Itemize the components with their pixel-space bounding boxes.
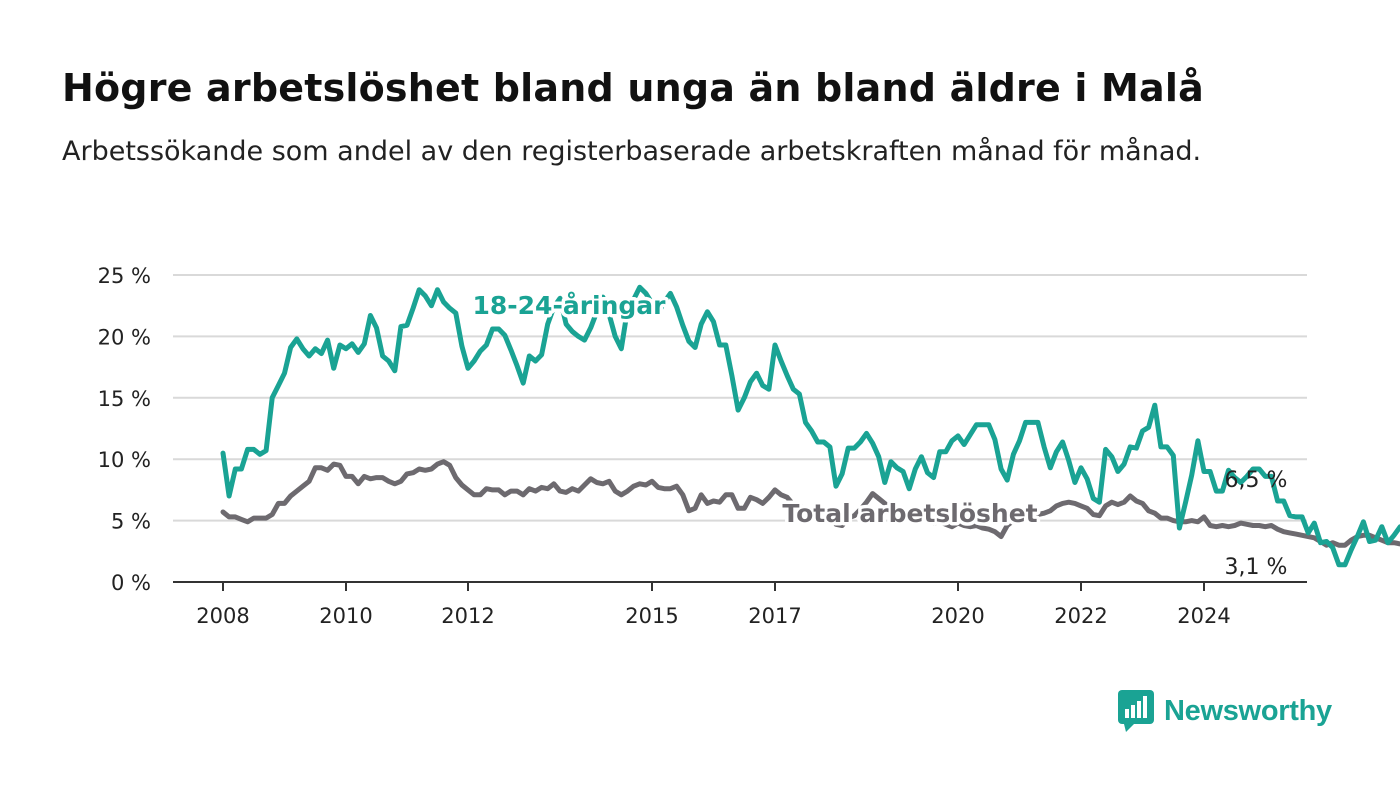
chart-title: Högre arbetslöshet bland unga än bland ä…: [62, 66, 1204, 110]
grid-lines: [173, 274, 1307, 522]
x-tick-label: 2024: [1177, 604, 1230, 628]
y-axis-tick-labels: 0 % 5 % 10 % 15 % 20 % 25 %: [98, 264, 151, 595]
x-tick-label: 2015: [625, 604, 678, 628]
newsworthy-logo-icon: [1118, 690, 1154, 732]
x-tick-label: 2008: [196, 604, 249, 628]
x-tick-label: 2010: [319, 604, 372, 628]
y-tick-label: 25 %: [98, 264, 151, 288]
y-tick-label: 5 %: [111, 510, 151, 534]
y-tick-label: 15 %: [98, 387, 151, 411]
series-name-label: 18-24-åringar: [473, 291, 667, 320]
series-lines: [220, 284, 1400, 568]
x-tick-label: 2017: [748, 604, 801, 628]
y-tick-label: 20 %: [98, 325, 151, 349]
series-labels: 6,5 % 3,1 % 18-24-åringar Total arbetslöshe…: [469, 288, 1288, 581]
brand-logo: Newsworthy: [1118, 690, 1332, 732]
series-end-label: 6,5 %: [1225, 468, 1288, 493]
x-axis: 2008 2010 2012 2015 2017 2020 2022 2024: [173, 581, 1307, 628]
series-end-label: 3,1 %: [1225, 555, 1288, 580]
chart-subtitle: Arbetssökande som andel av den registerb…: [62, 136, 1202, 167]
x-tick-label: 2012: [441, 604, 494, 628]
brand-name: Newsworthy: [1164, 694, 1332, 727]
series-name-label: Total arbetslöshet: [782, 499, 1037, 528]
x-tick-label: 2020: [931, 604, 984, 628]
series-line-total: [220, 459, 1400, 548]
x-tick-label: 2022: [1054, 604, 1107, 628]
series-line-young: [220, 284, 1400, 568]
y-tick-label: 0 %: [111, 571, 151, 595]
y-tick-label: 10 %: [98, 448, 151, 472]
